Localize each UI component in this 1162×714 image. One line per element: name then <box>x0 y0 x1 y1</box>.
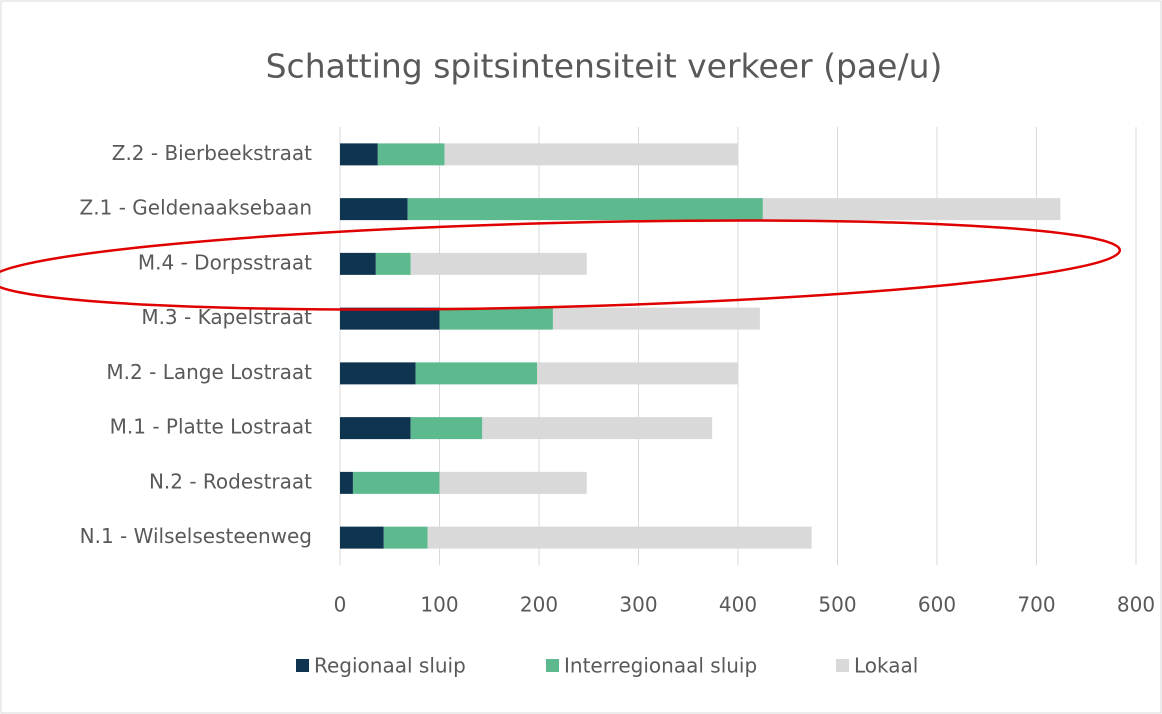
bar-segment <box>482 417 713 440</box>
x-tick-label: 0 <box>334 593 347 617</box>
bar-segment <box>340 417 411 440</box>
x-tick-label: 600 <box>918 593 956 617</box>
bar-segment <box>383 526 428 549</box>
legend-label: Lokaal <box>854 654 918 678</box>
highlight-ellipse <box>0 219 1122 311</box>
legend-swatch <box>546 659 559 672</box>
legend-swatch <box>836 659 849 672</box>
bar-segment <box>340 143 378 166</box>
y-tick-label: N.2 - Rodestraat <box>149 469 312 493</box>
bar-segment <box>552 307 760 330</box>
y-tick-label: M.2 - Lange Lostraat <box>106 360 312 384</box>
bar-segment <box>377 143 445 166</box>
y-tick-label: M.1 - Platte Lostraat <box>110 415 313 439</box>
bar-segment <box>340 362 416 385</box>
x-tick-label: 300 <box>619 593 657 617</box>
y-tick-label: Z.1 - Geldenaaksebaan <box>80 196 312 220</box>
bar-segment <box>444 143 738 166</box>
legend-swatch <box>296 659 309 672</box>
bar-segment <box>537 362 738 385</box>
legend-label: Interregionaal sluip <box>564 654 757 678</box>
chart-title: Schatting spitsintensiteit verkeer (pae/… <box>266 47 943 86</box>
bar-segment <box>340 198 408 221</box>
x-tick-label: 500 <box>818 593 856 617</box>
x-tick-label: 800 <box>1117 593 1155 617</box>
y-tick-label: Z.2 - Bierbeekstraat <box>112 141 312 165</box>
bar-segment <box>439 307 553 330</box>
bar-segment <box>410 252 587 275</box>
bar-segment <box>340 526 384 549</box>
y-tick-label: N.1 - Wilselsesteenweg <box>80 524 312 548</box>
bar-segment <box>762 198 1061 221</box>
bar-segment <box>340 307 440 330</box>
bar-segment <box>407 198 763 221</box>
bar-segment <box>410 417 483 440</box>
bar-segment <box>427 526 812 549</box>
bar-segment <box>340 252 376 275</box>
y-tick-label: M.4 - Dorpsstraat <box>138 250 312 274</box>
bar-segment <box>352 471 440 494</box>
x-tick-label: 700 <box>1017 593 1055 617</box>
x-tick-label: 100 <box>420 593 458 617</box>
plot: 0 100 200 300 400 500 600 700 800 Z.2 - Bierbeeks… <box>80 127 1155 678</box>
bar-segment <box>415 362 538 385</box>
bar-segment <box>340 471 353 494</box>
bar-segment <box>375 252 411 275</box>
bar-segment <box>439 471 587 494</box>
x-tick-label: 400 <box>719 593 757 617</box>
legend-label: Regionaal sluip <box>314 654 466 678</box>
x-tick-label: 200 <box>520 593 558 617</box>
